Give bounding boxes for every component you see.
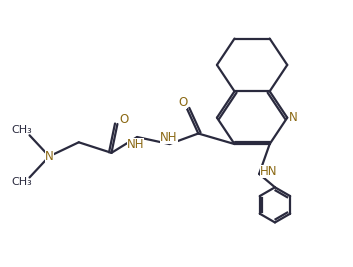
Text: N: N	[45, 150, 54, 163]
Text: O: O	[119, 113, 128, 126]
Text: CH₃: CH₃	[11, 125, 32, 135]
Text: O: O	[178, 96, 187, 109]
Text: N: N	[289, 111, 298, 124]
Text: NH: NH	[160, 131, 178, 144]
Text: CH₃: CH₃	[11, 177, 32, 187]
Text: HN: HN	[260, 165, 278, 178]
Text: NH: NH	[127, 138, 144, 151]
